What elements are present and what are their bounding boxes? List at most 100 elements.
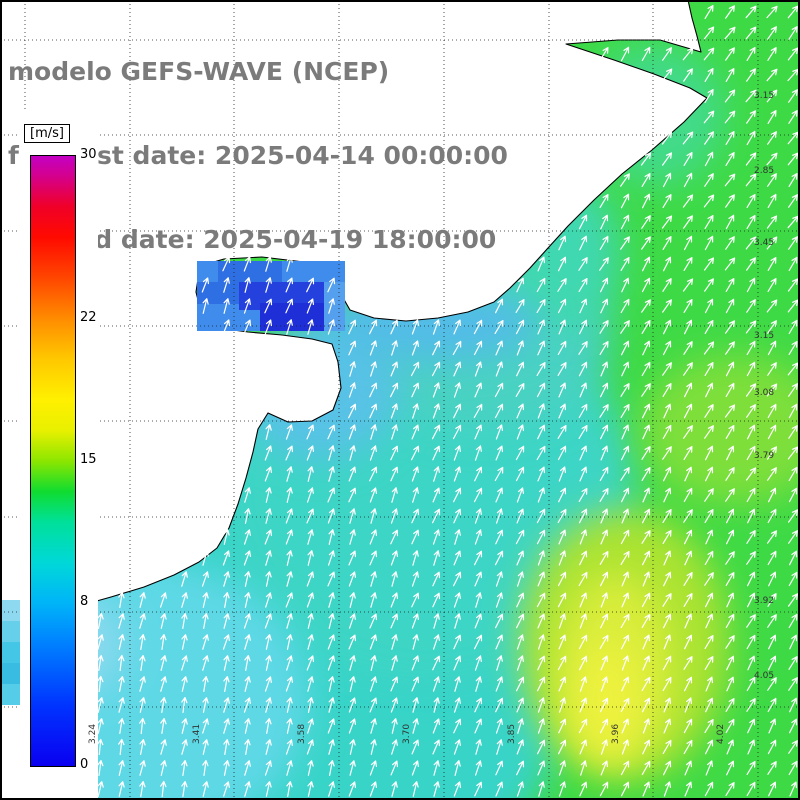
wind-arrow	[724, 173, 736, 187]
wind-arrow	[370, 655, 377, 671]
wind-arrow	[244, 277, 251, 293]
wind-arrow	[704, 572, 714, 586]
wind-arrow	[724, 404, 736, 418]
wind-arrow	[474, 613, 482, 629]
wind-arrow	[348, 382, 356, 398]
wind-arrow	[327, 571, 335, 587]
wind-arrow	[369, 403, 378, 419]
wind-arrow	[788, 383, 798, 397]
wind-arrow	[370, 718, 377, 734]
wind-arrow	[285, 277, 293, 293]
wind-arrow	[349, 361, 356, 377]
wind-arrow	[726, 676, 735, 692]
wind-arrow	[683, 403, 693, 419]
colorbar-panel: [m/s] 30 22 15 8 0	[20, 112, 98, 800]
wind-arrow	[307, 529, 314, 545]
wind-arrow	[788, 509, 798, 523]
wind-arrow	[495, 760, 504, 776]
wind-arrow	[578, 403, 588, 419]
wind-arrow	[516, 487, 524, 503]
wind-arrow	[767, 320, 777, 334]
wind-arrow	[558, 781, 566, 797]
wind-arrow	[516, 361, 525, 377]
wind-arrow	[725, 425, 735, 439]
wind-arrow	[370, 508, 377, 524]
wind-arrow	[663, 466, 672, 482]
wind-arrow	[557, 278, 567, 292]
wind-arrow	[767, 530, 777, 544]
wind-arrow	[789, 718, 798, 734]
wind-arrow	[285, 529, 293, 545]
wind-arrow	[454, 529, 461, 545]
wind-arrow	[599, 235, 609, 251]
wind-arrow	[768, 634, 777, 650]
wind-arrow	[683, 172, 693, 188]
wind-arrow	[683, 509, 693, 523]
wind-arrow	[286, 781, 293, 797]
wind-arrow	[139, 739, 146, 755]
wind-arrow	[494, 550, 504, 566]
wind-arrow	[328, 529, 335, 545]
wind-arrow	[495, 718, 503, 734]
wind-arrow	[390, 676, 398, 692]
wind-arrow	[473, 403, 483, 419]
wind-arrow	[726, 655, 735, 671]
wind-arrow	[369, 634, 377, 650]
wind-arrow	[181, 718, 188, 734]
wind-arrow	[579, 382, 587, 398]
wind-arrow	[725, 5, 735, 19]
wind-arrow	[600, 214, 609, 230]
wind-arrow	[536, 382, 546, 398]
wind-arrow	[600, 424, 609, 440]
wind-arrow	[223, 781, 230, 797]
wind-arrow	[683, 487, 693, 503]
wind-arrow	[726, 760, 735, 776]
wind-arrow	[683, 257, 693, 271]
wind-arrow	[620, 173, 630, 187]
wind-arrow	[160, 655, 167, 671]
wind-arrow	[621, 571, 629, 587]
wind-arrow	[746, 551, 756, 565]
wind-arrow	[390, 403, 398, 419]
wind-arrow	[682, 47, 694, 61]
wind-arrow	[725, 572, 735, 586]
wind-arrow	[474, 424, 482, 440]
wind-arrow	[474, 382, 482, 398]
wind-arrow	[788, 677, 798, 691]
wind-arrow	[390, 592, 398, 608]
wind-arrow	[703, 47, 715, 61]
wind-arrow	[97, 738, 104, 756]
wind-arrow	[453, 634, 462, 650]
wind-arrow	[599, 194, 609, 208]
wind-arrow	[181, 613, 188, 629]
wind-arrow	[683, 656, 693, 670]
wind-arrow	[746, 676, 756, 692]
wind-arrow	[578, 634, 588, 650]
wind-arrow	[746, 277, 756, 293]
wind-arrow	[265, 571, 272, 587]
wind-arrow	[725, 782, 735, 796]
wind-arrow	[787, 47, 799, 61]
wind-arrow	[641, 173, 651, 187]
wind-arrow	[558, 529, 566, 545]
wind-arrow	[265, 697, 272, 713]
wind-arrow	[411, 592, 420, 608]
wind-arrow	[411, 445, 420, 461]
wind-arrow	[578, 278, 588, 292]
wind-arrow	[202, 550, 209, 566]
wind-arrow	[537, 739, 546, 755]
wind-arrow	[641, 299, 651, 313]
wind-arrow	[243, 550, 251, 566]
wind-arrow	[327, 487, 335, 503]
wind-arrow	[97, 697, 104, 713]
wind-arrow	[767, 193, 777, 209]
wind-arrow	[746, 130, 756, 146]
wind-arrow	[662, 47, 672, 61]
wind-arrow	[307, 634, 314, 650]
wind-arrow	[370, 592, 377, 608]
wind-arrow	[348, 550, 356, 566]
wind-arrow	[766, 383, 778, 397]
wind-arrow	[453, 550, 461, 566]
wind-arrow	[663, 403, 672, 419]
wind-arrow	[265, 424, 272, 440]
